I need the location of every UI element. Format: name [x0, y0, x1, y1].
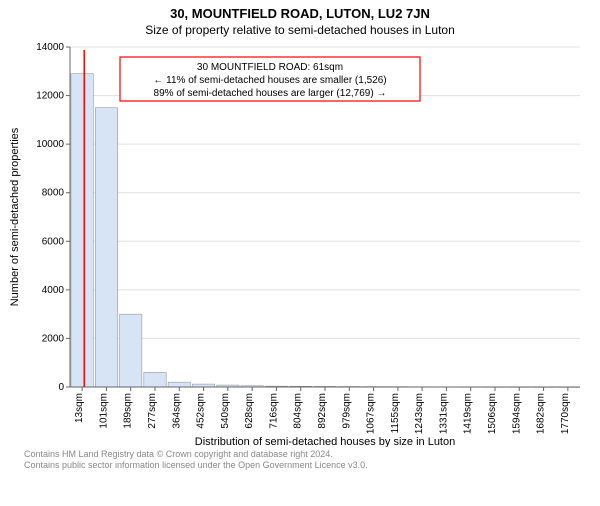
x-axis-label: Distribution of semi-detached houses by …: [195, 436, 455, 447]
x-tick-label: 1155sqm: [390, 393, 401, 433]
x-tick-label: 540sqm: [220, 393, 231, 429]
x-tick-label: 13sqm: [74, 393, 85, 423]
x-tick-label: 1594sqm: [511, 393, 522, 434]
callout-line3: 89% of semi-detached houses are larger (…: [154, 88, 387, 99]
histogram-bar: [71, 74, 93, 387]
x-tick-label: 1506sqm: [487, 393, 498, 434]
x-tick-label: 101sqm: [98, 393, 109, 429]
x-tick-label: 1682sqm: [536, 393, 547, 434]
x-tick-label: 1419sqm: [463, 393, 474, 434]
y-tick-label: 0: [58, 382, 64, 393]
histogram-bar: [120, 314, 142, 387]
histogram-bar: [168, 382, 190, 387]
chart-titles: 30, MOUNTFIELD ROAD, LUTON, LU2 7JN Size…: [0, 6, 600, 37]
y-tick-label: 10000: [36, 139, 64, 150]
x-tick-label: 1243sqm: [414, 393, 425, 434]
x-tick-label: 892sqm: [317, 393, 328, 429]
x-tick-label: 452sqm: [196, 393, 207, 429]
y-tick-label: 8000: [42, 188, 65, 199]
x-tick-label: 189sqm: [123, 393, 134, 429]
x-tick-label: 1067sqm: [366, 393, 377, 434]
title-sub: Size of property relative to semi-detach…: [0, 23, 600, 37]
y-axis-label: Number of semi-detached properties: [9, 127, 21, 306]
y-tick-label: 6000: [42, 236, 65, 247]
y-tick-label: 14000: [36, 42, 64, 53]
x-tick-label: 804sqm: [293, 393, 304, 429]
histogram-bar: [144, 372, 166, 387]
histogram-svg: 0 2000 4000 6000 8000 10000 12000 14000 13sqm 101…: [0, 37, 600, 447]
footer: Contains HM Land Registry data © Crown c…: [0, 447, 600, 472]
callout-line2: ← 11% of semi-detached houses are smalle…: [153, 75, 386, 86]
title-main: 30, MOUNTFIELD ROAD, LUTON, LU2 7JN: [0, 6, 600, 21]
x-tick-label: 628sqm: [244, 393, 255, 429]
callout-line1: 30 MOUNTFIELD ROAD: 61sqm: [197, 62, 343, 73]
footer-line1: Contains HM Land Registry data © Crown c…: [24, 449, 592, 460]
y-tick-label: 2000: [42, 333, 65, 344]
x-tick-label: 364sqm: [171, 393, 182, 429]
chart-area: 0 2000 4000 6000 8000 10000 12000 14000 13sqm 101…: [0, 37, 600, 447]
x-tick-label: 979sqm: [341, 393, 352, 429]
x-tick-label: 716sqm: [268, 393, 279, 429]
histogram-bar: [95, 108, 117, 387]
y-tick-label: 4000: [42, 285, 65, 296]
x-tick-label: 277sqm: [147, 393, 158, 429]
footer-line2: Contains public sector information licen…: [24, 460, 592, 471]
x-tick-label: 1331sqm: [438, 393, 449, 434]
y-tick-label: 12000: [36, 91, 64, 102]
x-tick-label: 1770sqm: [560, 393, 571, 434]
